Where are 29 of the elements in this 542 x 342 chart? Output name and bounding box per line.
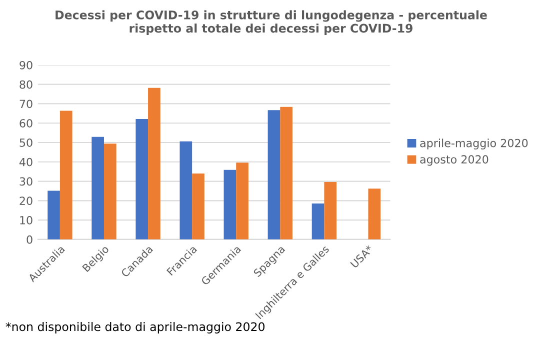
y-tick-label: 80 (20, 80, 32, 89)
y-tick-label: 50 (20, 138, 32, 147)
bar (192, 174, 204, 240)
bar (148, 88, 160, 240)
bar (324, 182, 337, 240)
bar (268, 110, 280, 240)
text: *non disponibile dato di aprile-maggio 2020 (6, 322, 264, 334)
bar (48, 190, 60, 240)
bar (136, 119, 148, 240)
chart-title: Decessi per COVID-19 in strutture di lungodegenza - percentuale rispetto al totale dei decessi per COVID-19 (56, 10, 487, 35)
bar (280, 106, 292, 240)
bar (368, 188, 381, 240)
y-tick-label: 10 (20, 216, 32, 224)
bar (236, 162, 248, 240)
y-tick-label: 40 (19, 158, 32, 166)
y-tick-label: 30 (20, 177, 32, 186)
bar (104, 144, 116, 240)
bar (92, 136, 104, 240)
y-tick-label: 20 (20, 196, 32, 206)
bar (180, 141, 192, 240)
legend-label: aprile-maggio 2020 (420, 138, 528, 150)
y-tick-label: 60 (20, 119, 32, 128)
bar (312, 204, 324, 240)
legend-label: agosto 2020 (420, 155, 488, 166)
bar (60, 110, 72, 240)
bar (224, 170, 236, 240)
y-tick-label: 90 (20, 60, 32, 70)
y-tick-label: 70 (20, 100, 32, 108)
y-tick-label: 0 (26, 235, 32, 244)
